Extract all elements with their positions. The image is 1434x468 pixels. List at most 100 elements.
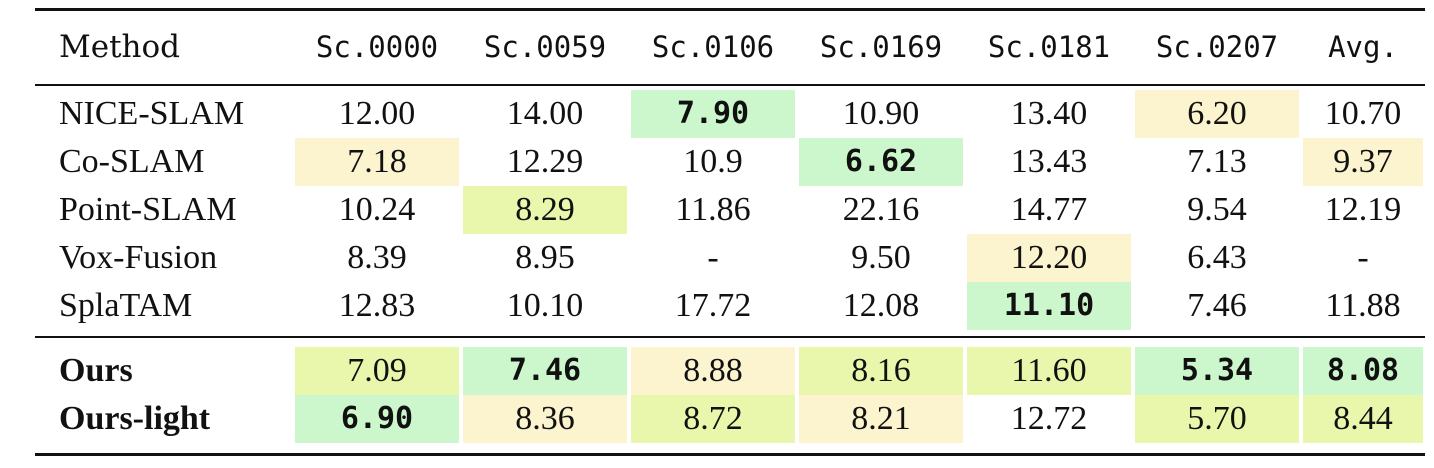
table-cell: 9.37 — [1301, 138, 1425, 186]
table-row: Ours 7.09 7.46 8.88 8.16 11.60 5.34 8.08 — [35, 347, 1425, 395]
table-cell: - — [1301, 234, 1425, 282]
table-cell: 12.00 — [293, 90, 461, 138]
method-name: NICE-SLAM — [59, 95, 245, 132]
cell-value: - — [1357, 239, 1369, 276]
table-cell: 8.39 — [293, 234, 461, 282]
method-name: Vox-Fusion — [59, 239, 218, 276]
cell-value: 6.43 — [1187, 239, 1247, 276]
table-cell: 7.46 — [461, 347, 629, 395]
method-name: Co-SLAM — [59, 143, 205, 180]
table-cell: 17.72 — [629, 282, 797, 330]
table-row: NICE-SLAM 12.00 14.00 7.90 10.90 13.40 6.20 10.… — [35, 90, 1425, 138]
column-header-scene: Sc.0169 — [819, 30, 943, 64]
table-cell: 7.09 — [293, 347, 461, 395]
cell-value: 8.88 — [631, 347, 795, 395]
cell-value: 12.19 — [1324, 191, 1402, 228]
cell-value: 8.16 — [799, 347, 963, 395]
table-cell: 8.95 — [461, 234, 629, 282]
top-rule — [35, 8, 1425, 11]
table-cell: 13.43 — [965, 138, 1133, 186]
table-cell: 5.34 — [1133, 347, 1301, 395]
cell-value: 11.86 — [675, 191, 751, 228]
table-cell: 10.9 — [629, 138, 797, 186]
cell-value: 7.09 — [295, 347, 459, 395]
method-name: Point-SLAM — [59, 191, 237, 228]
cell-value: 7.18 — [295, 138, 459, 186]
cell-value: 13.43 — [1010, 143, 1088, 180]
cell-value: 12.72 — [1010, 400, 1088, 437]
table-cell: 7.46 — [1133, 282, 1301, 330]
table-cell: 12.19 — [1301, 186, 1425, 234]
cell-value: 8.21 — [799, 395, 963, 443]
cell-value: 6.62 — [799, 138, 963, 186]
results-table: Method Sc.0000 Sc.0059 Sc.0106 Sc.0169 S… — [35, 0, 1425, 468]
cell-value: 11.88 — [1325, 287, 1401, 324]
table-cell: 14.77 — [965, 186, 1133, 234]
cell-value: 14.77 — [1010, 191, 1088, 228]
table-cell: 11.10 — [965, 282, 1133, 330]
table-cell: 11.88 — [1301, 282, 1425, 330]
table-cell: 13.40 — [965, 90, 1133, 138]
table-cell: 11.60 — [965, 347, 1133, 395]
table-cell: 8.29 — [461, 186, 629, 234]
table-cell: 14.00 — [461, 90, 629, 138]
column-header-scene: Sc.0106 — [651, 30, 775, 64]
cell-value: 22.16 — [842, 191, 920, 228]
table-row: SplaTAM 12.83 10.10 17.72 12.08 11.10 7.46 11.8… — [35, 282, 1425, 330]
column-header-method: Method — [59, 29, 181, 65]
column-header-scene: Sc.0181 — [987, 30, 1111, 64]
cell-value: 10.9 — [683, 143, 743, 180]
column-header-scene: Sc.0000 — [315, 30, 439, 64]
cell-value: 12.08 — [842, 287, 920, 324]
table-cell: 8.21 — [797, 395, 965, 443]
cell-value: 10.70 — [1324, 95, 1402, 132]
ours-rows: Ours 7.09 7.46 8.88 8.16 11.60 5.34 8.08 Ours-li… — [35, 347, 1425, 443]
table-cell: 6.20 — [1133, 90, 1301, 138]
cell-value: 12.83 — [338, 287, 416, 324]
method-name: Ours — [59, 352, 133, 389]
table-cell: 5.70 — [1133, 395, 1301, 443]
cell-value: 8.44 — [1303, 395, 1423, 443]
table-row: Ours-light 6.90 8.36 8.72 8.21 12.72 5.70 8.44 — [35, 395, 1425, 443]
header-rule — [35, 84, 1425, 86]
cell-value: 17.72 — [674, 287, 752, 324]
column-header-avg: Avg. — [1328, 30, 1398, 64]
table-cell: 9.54 — [1133, 186, 1301, 234]
table-cell: 12.83 — [293, 282, 461, 330]
cell-value: 5.34 — [1135, 347, 1299, 395]
cell-value: 7.13 — [1187, 143, 1247, 180]
cell-value: 6.20 — [1135, 90, 1299, 138]
table-cell: 8.36 — [461, 395, 629, 443]
table-cell: 12.08 — [797, 282, 965, 330]
table-cell: - — [629, 234, 797, 282]
table-cell: 7.18 — [293, 138, 461, 186]
table-row: Vox-Fusion 8.39 8.95 - 9.50 12.20 6.43 - — [35, 234, 1425, 282]
cell-value: 9.54 — [1187, 191, 1247, 228]
table-cell: 11.86 — [629, 186, 797, 234]
column-header-scene: Sc.0059 — [483, 30, 607, 64]
table-cell: 12.20 — [965, 234, 1133, 282]
table-row: Point-SLAM 10.24 8.29 11.86 22.16 14.77 9.54 12… — [35, 186, 1425, 234]
cell-value: 8.95 — [515, 239, 575, 276]
cell-value: 10.24 — [338, 191, 416, 228]
table-cell: 6.90 — [293, 395, 461, 443]
method-name: Ours-light — [59, 400, 211, 437]
cell-value: 7.46 — [1187, 287, 1247, 324]
table-cell: 8.44 — [1301, 395, 1425, 443]
cell-value: 13.40 — [1010, 95, 1088, 132]
cell-value: 12.20 — [967, 234, 1131, 282]
table-cell: 10.70 — [1301, 90, 1425, 138]
table-row: Co-SLAM 7.18 12.29 10.9 6.62 13.43 7.13 9.37 — [35, 138, 1425, 186]
table-cell: 7.90 — [629, 90, 797, 138]
cell-value: 7.46 — [463, 347, 627, 395]
table-cell: 9.50 — [797, 234, 965, 282]
group-rule — [35, 336, 1425, 338]
cell-value: 8.36 — [463, 395, 627, 443]
table-cell: 8.16 — [797, 347, 965, 395]
table-cell: 10.90 — [797, 90, 965, 138]
table-cell: 7.13 — [1133, 138, 1301, 186]
cell-value: 7.90 — [631, 90, 795, 138]
cell-value: 11.60 — [967, 347, 1131, 395]
method-name: SplaTAM — [59, 287, 193, 324]
cell-value: 8.39 — [347, 239, 407, 276]
